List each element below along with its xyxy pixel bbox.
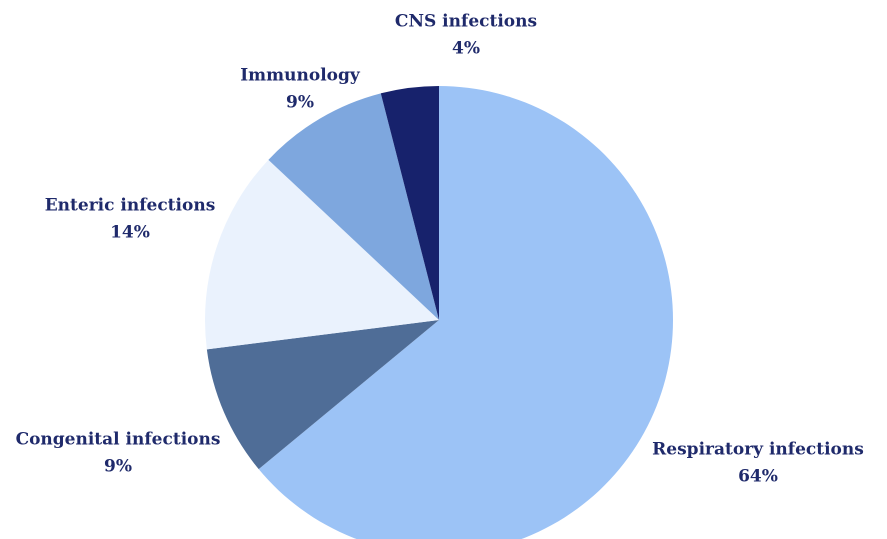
pie-slice bbox=[258, 86, 673, 539]
slice-value-label: 9% bbox=[286, 93, 314, 113]
slice-label: Immunology bbox=[240, 66, 361, 86]
slice-value-label: 14% bbox=[110, 223, 150, 243]
pie-slice bbox=[380, 86, 439, 320]
pie-slice bbox=[206, 320, 439, 470]
slice-value-label: 9% bbox=[104, 457, 132, 477]
slice-label: Enteric infections bbox=[45, 196, 216, 216]
slice-value-label: 64% bbox=[738, 467, 778, 487]
slice-label: CNS infections bbox=[395, 12, 537, 32]
slice-label: Respiratory infections bbox=[652, 440, 864, 460]
slice-value-label: 4% bbox=[452, 39, 480, 59]
pie-slice bbox=[268, 93, 439, 321]
pie-slice bbox=[205, 159, 439, 350]
slice-label: Congenital infections bbox=[16, 430, 221, 450]
